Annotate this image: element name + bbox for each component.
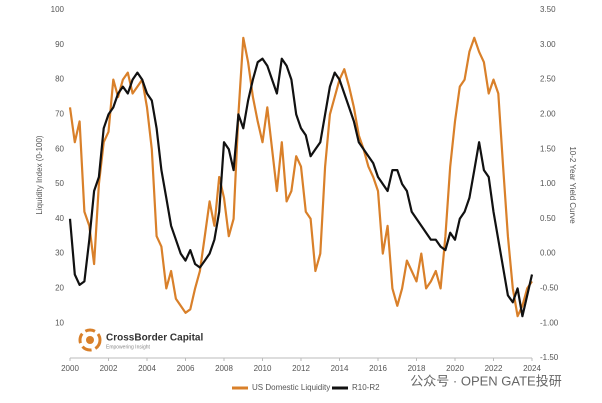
logo-icon: [86, 336, 94, 344]
legend-label: R10-R2: [352, 383, 380, 392]
watermark: 公众号 · OPEN GATE投研: [410, 373, 561, 388]
x-tick-label: 2020: [446, 364, 464, 373]
y2-tick-label: -1.00: [540, 318, 559, 327]
x-tick-label: 2008: [215, 364, 233, 373]
y-tick-label: 30: [55, 249, 64, 258]
x-tick-label: 2016: [369, 364, 387, 373]
x-tick-label: 2000: [61, 364, 79, 373]
y2-tick-label: 3.50: [540, 5, 556, 14]
x-tick-label: 2002: [100, 364, 118, 373]
y2-tick-label: 3.00: [540, 40, 556, 49]
y-tick-label: 80: [55, 75, 64, 84]
x-tick-label: 2024: [523, 364, 541, 373]
line-series: [68, 57, 534, 318]
y-tick-label: 90: [55, 40, 64, 49]
x-tick-label: 2014: [331, 364, 349, 373]
line-series: [68, 36, 533, 318]
x-tick-label: 2006: [177, 364, 195, 373]
y-tick-label: 40: [55, 214, 64, 223]
logo: CrossBorder Capital Empowering Insight: [78, 328, 203, 352]
x-tick-label: 2010: [254, 364, 272, 373]
y-tick-label: 50: [55, 179, 64, 188]
y2-tick-label: -0.50: [540, 284, 559, 293]
y2-tick-label: 1.00: [540, 179, 556, 188]
x-tick-label: 2004: [138, 364, 156, 373]
y2-tick-label: -1.50: [540, 353, 559, 362]
tagline: Empowering Insight: [106, 344, 151, 350]
y2-tick-label: 0.50: [540, 214, 556, 223]
x-tick-label: 2018: [408, 364, 426, 373]
y-axis-label: Liquidity Index (0-100): [35, 135, 44, 214]
brand: CrossBorder Capital: [106, 333, 203, 344]
x-tick-label: 2012: [292, 364, 310, 373]
y2-tick-label: 1.50: [540, 144, 556, 153]
y-tick-label: 100: [51, 5, 65, 14]
y-tick-label: 10: [55, 318, 64, 327]
y-tick-label: 20: [55, 284, 64, 293]
x-tick-label: 2022: [485, 364, 503, 373]
y2-axis-label: 10-2 Year Yield Curve: [568, 146, 577, 224]
y2-tick-label: 0.00: [540, 249, 556, 258]
y-tick-label: 70: [55, 110, 64, 119]
y-tick-label: 60: [55, 144, 64, 153]
logo-icon: [78, 328, 102, 352]
y2-tick-label: 2.00: [540, 110, 556, 119]
y2-tick-label: 2.50: [540, 75, 556, 84]
legend-label: US Domestic Liquidity: [252, 383, 330, 392]
